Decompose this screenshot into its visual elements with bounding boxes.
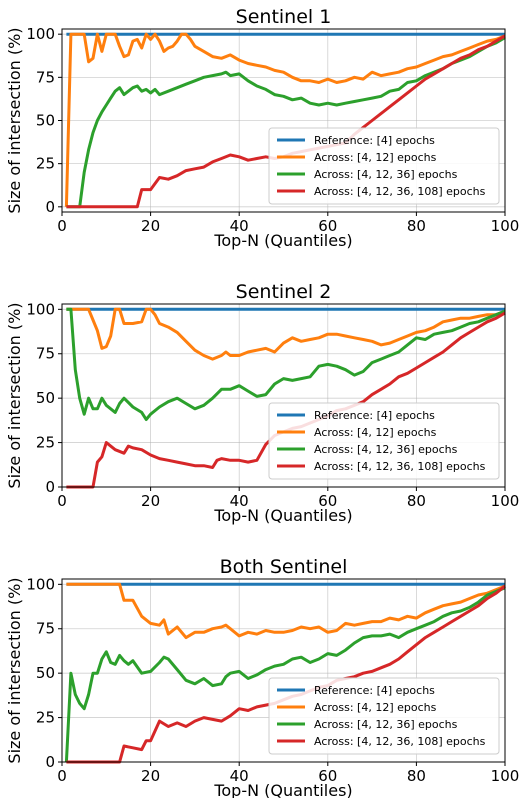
chart-title: Both Sentinel — [220, 556, 348, 578]
series-line-3 — [66, 36, 506, 209]
y-tick-label: 25 — [36, 434, 55, 452]
y-tick-label: 0 — [45, 198, 55, 216]
x-tick-label: 20 — [141, 492, 160, 510]
y-tick-label: 75 — [36, 620, 55, 638]
x-tick-label: 40 — [230, 217, 249, 235]
legend: Reference: [4] epochs Across: [4, 12] epo… — [268, 677, 500, 755]
y-axis-label: Size of intersection (%) — [5, 27, 24, 213]
y-tick-label: 50 — [36, 112, 55, 130]
x-tick-label: 40 — [230, 492, 249, 510]
chart-title: Sentinel 2 — [236, 281, 332, 303]
legend-label: Reference: [4] epochs — [314, 409, 435, 422]
legend: Reference: [4] epochs Across: [4, 12] epo… — [268, 127, 500, 205]
legend-label: Across: [4, 12, 36] epochs — [314, 168, 458, 181]
y-tick-label: 25 — [36, 155, 55, 173]
legend-box — [268, 677, 500, 755]
y-tick-label: 100 — [26, 300, 55, 318]
legend-label: Across: [4, 12] epochs — [314, 701, 437, 714]
x-tick-label: 60 — [318, 492, 337, 510]
legend-label: Across: [4, 12, 36, 108] epochs — [314, 185, 486, 198]
legend-box — [268, 127, 500, 205]
x-axis-label: Top-N (Quantiles) — [213, 506, 352, 525]
legend-label: Across: [4, 12] epochs — [314, 426, 437, 439]
x-tick-label: 20 — [141, 767, 160, 785]
series-line-3 — [66, 307, 506, 421]
y-tick-label: 25 — [36, 709, 55, 727]
series-line-2 — [66, 582, 506, 640]
x-tick-label: 0 — [57, 492, 67, 510]
y-axis-label: Size of intersection (%) — [5, 577, 24, 763]
legend-label: Across: [4, 12] epochs — [314, 151, 437, 164]
plot-frame — [61, 578, 506, 763]
x-tick-label: 20 — [141, 217, 160, 235]
chart-panel-3: 0 20 40 60 80 100 0 25 50 75 100 Both Sentinel Top-N… — [5, 556, 519, 798]
y-tick-label: 0 — [45, 753, 55, 771]
series-line-3 — [64, 586, 506, 763]
legend-label: Across: [4, 12, 36, 108] epochs — [314, 735, 486, 748]
y-tick-label: 100 — [26, 25, 55, 43]
x-axis-label: Top-N (Quantiles) — [213, 231, 352, 250]
chart-panel-1: 0 20 40 60 80 100 0 25 50 75 100 Sentinel 1 Top-N (Q… — [5, 6, 519, 250]
x-tick-label: 100 — [491, 492, 520, 510]
series-line-2 — [66, 307, 506, 361]
legend-box — [268, 402, 500, 480]
x-tick-label: 100 — [491, 767, 520, 785]
legend-label: Reference: [4] epochs — [314, 684, 435, 697]
legend-label: Across: [4, 12, 36] epochs — [314, 718, 458, 731]
y-tick-label: 50 — [36, 664, 55, 682]
chart-title: Sentinel 1 — [236, 6, 332, 28]
x-tick-label: 40 — [230, 767, 249, 785]
x-tick-label: 60 — [318, 767, 337, 785]
y-axis-label: Size of intersection (%) — [5, 302, 24, 488]
x-axis-label: Top-N (Quantiles) — [213, 781, 352, 798]
series-line-2 — [64, 32, 506, 207]
x-tick-label: 80 — [407, 767, 426, 785]
legend-label: Across: [4, 12, 36, 108] epochs — [314, 460, 486, 473]
y-tick-label: 75 — [36, 345, 55, 363]
chart-panel-2: 0 20 40 60 80 100 0 25 50 75 100 Sentinel 2 Top-N (Q… — [5, 281, 519, 525]
y-tick-label: 75 — [36, 68, 55, 86]
y-tick-label: 0 — [45, 478, 55, 496]
legend-label: Reference: [4] epochs — [314, 134, 435, 147]
plot-frame — [61, 303, 506, 488]
legend: Reference: [4] epochs Across: [4, 12] epo… — [268, 402, 500, 480]
x-tick-label: 0 — [57, 217, 67, 235]
legend-label: Across: [4, 12, 36] epochs — [314, 443, 458, 456]
y-tick-label: 100 — [26, 575, 55, 593]
x-tick-label: 80 — [407, 217, 426, 235]
x-tick-label: 0 — [57, 767, 67, 785]
x-tick-label: 60 — [318, 217, 337, 235]
x-tick-label: 100 — [491, 217, 520, 235]
y-tick-label: 50 — [36, 389, 55, 407]
x-tick-label: 80 — [407, 492, 426, 510]
